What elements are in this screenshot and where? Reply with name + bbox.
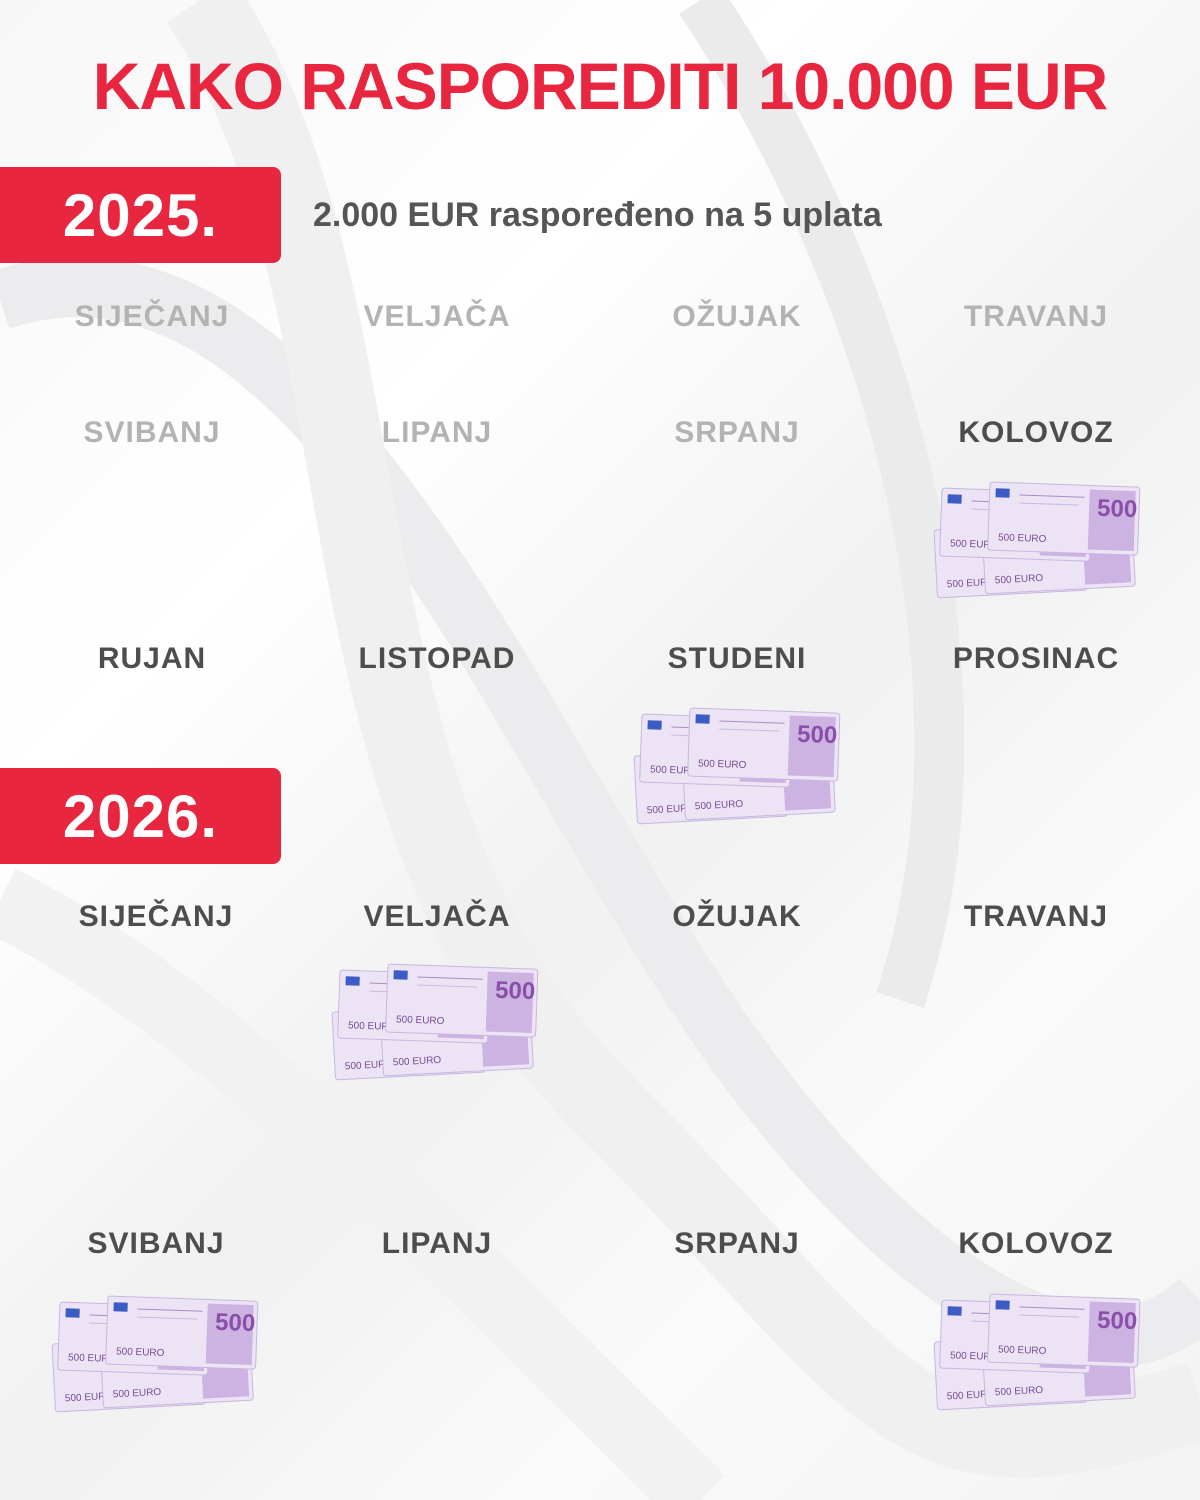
month-2026-mar: OŽUJAK <box>672 900 802 933</box>
month-2026-apr: TRAVANJ <box>963 900 1109 933</box>
month-2026-may: SVIBANJ <box>87 1227 225 1260</box>
month-2025-oct: LISTOPAD <box>358 642 516 675</box>
svg-text:500 EURO: 500 EURO <box>950 1350 999 1363</box>
svg-text:500 EURO: 500 EURO <box>698 758 747 771</box>
month-2026-jul: SRPANJ <box>674 1227 800 1260</box>
month-2025-sep: RUJAN <box>97 642 207 675</box>
svg-text:500: 500 <box>797 721 838 749</box>
svg-text:500 EURO: 500 EURO <box>65 1391 114 1405</box>
month-2025-apr: TRAVANJ <box>963 300 1109 333</box>
svg-text:500 EURO: 500 EURO <box>393 1055 442 1069</box>
month-2025-dec: PROSINAC <box>952 642 1120 675</box>
euro-banknote-stack-icon: 500 500 EURO 500 500 EURO 500 500 EURO 5… <box>928 468 1148 608</box>
svg-text:500: 500 <box>1097 495 1138 523</box>
month-2025-jan: SIJEČANJ <box>74 300 230 333</box>
page-title: KAKO RASPOREDITI 10.000 EUR <box>92 49 1109 123</box>
svg-text:500 EURO: 500 EURO <box>998 532 1047 545</box>
svg-text:500: 500 <box>215 1309 256 1337</box>
month-2025-may: SVIBANJ <box>83 416 221 449</box>
year-tab-2026: 2026. <box>0 768 281 864</box>
euro-banknote-stack-icon: 500 500 EURO 500 500 EURO 500 500 EURO 5… <box>326 950 546 1090</box>
svg-text:500 EURO: 500 EURO <box>116 1346 165 1359</box>
svg-text:500 EURO: 500 EURO <box>348 1020 397 1033</box>
svg-text:500 EURO: 500 EURO <box>650 764 699 777</box>
svg-text:500 EURO: 500 EURO <box>947 577 996 591</box>
svg-text:500: 500 <box>495 977 536 1005</box>
month-2026-aug: KOLOVOZ <box>958 1227 1114 1260</box>
month-2025-nov: STUDENI <box>667 642 807 675</box>
month-2026-jun: LIPANJ <box>381 1227 493 1260</box>
month-2025-mar: OŽUJAK <box>672 300 802 333</box>
svg-text:500 EURO: 500 EURO <box>647 803 696 817</box>
svg-text:500 EURO: 500 EURO <box>396 1014 445 1027</box>
svg-text:500 EURO: 500 EURO <box>695 799 744 813</box>
svg-text:500 EURO: 500 EURO <box>995 573 1044 587</box>
month-2025-feb: VELJAČA <box>363 300 511 333</box>
euro-banknote-stack-icon: 500 500 EURO 500 500 EURO 500 500 EURO 5… <box>928 1280 1148 1420</box>
month-2025-jul: SRPANJ <box>674 416 800 449</box>
svg-text:500 EURO: 500 EURO <box>947 1389 996 1403</box>
svg-text:500 EURO: 500 EURO <box>998 1344 1047 1357</box>
svg-text:500 EURO: 500 EURO <box>113 1387 162 1401</box>
year-tab-2025: 2025. <box>0 167 281 263</box>
month-2025-aug: KOLOVOZ <box>958 416 1114 449</box>
month-2026-feb: VELJAČA <box>363 900 511 933</box>
month-2026-jan: SIJEČANJ <box>78 900 234 933</box>
svg-text:500 EURO: 500 EURO <box>68 1352 117 1365</box>
month-2025-jun: LIPANJ <box>381 416 493 449</box>
year-subtitle: 2.000 EUR raspoređeno na 5 uplata <box>313 196 882 234</box>
svg-text:500 EURO: 500 EURO <box>345 1059 394 1073</box>
svg-text:500: 500 <box>1097 1307 1138 1335</box>
euro-banknote-stack-icon: 500 500 EURO 500 500 EURO 500 500 EURO 5… <box>628 694 848 834</box>
svg-text:500 EURO: 500 EURO <box>950 538 999 551</box>
svg-text:500 EURO: 500 EURO <box>995 1385 1044 1399</box>
euro-banknote-stack-icon: 500 500 EURO 500 500 EURO 500 500 EURO 5… <box>46 1282 266 1422</box>
